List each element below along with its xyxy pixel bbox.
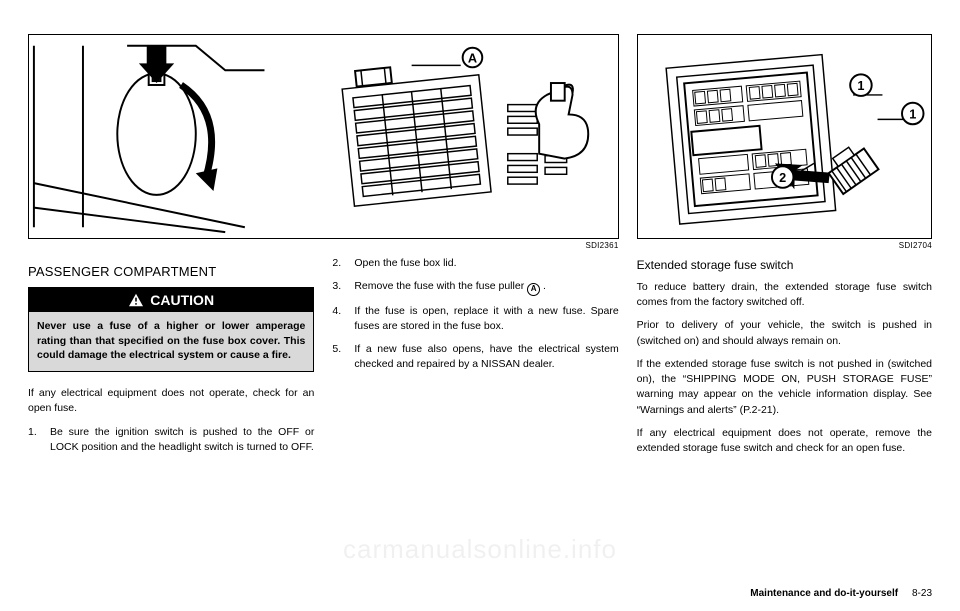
- diagram-storage-switch-icon: 1 1 2: [638, 35, 931, 238]
- step-3: Remove the fuse with the fuse puller A .: [332, 279, 618, 295]
- right-column: 1 1 2 SDI2704 Extended storage fuse swit…: [637, 34, 932, 601]
- footer-section: Maintenance and do-it-yourself: [750, 588, 898, 599]
- intro-paragraph: If any electrical equipment does not ope…: [28, 386, 314, 416]
- left-column: A SDI2361 PASSENGER COMPARTMENT CAUTION: [28, 34, 619, 601]
- warning-triangle-icon: [128, 293, 144, 307]
- step-3-post: .: [540, 280, 546, 292]
- figure-extended-storage: 1 1 2: [637, 34, 932, 239]
- svg-text:2: 2: [779, 170, 786, 185]
- manual-page: A SDI2361 PASSENGER COMPARTMENT CAUTION: [0, 0, 960, 611]
- right-p2: Prior to delivery of your vehicle, the s…: [637, 318, 932, 348]
- right-p4: If any electrical equipment does not ope…: [637, 426, 932, 456]
- figure-code-right: SDI2704: [637, 241, 932, 250]
- heading-passenger-compartment: PASSENGER COMPARTMENT: [28, 264, 314, 279]
- heading-extended-storage: Extended storage fuse switch: [637, 258, 932, 272]
- caution-label: CAUTION: [150, 292, 214, 308]
- caution-box: CAUTION Never use a fuse of a higher or …: [28, 287, 314, 372]
- right-p1: To reduce battery drain, the extended st…: [637, 280, 932, 310]
- svg-text:A: A: [468, 50, 477, 65]
- svg-text:1: 1: [909, 106, 916, 121]
- footer-page: 8-23: [912, 588, 932, 599]
- middle-text-block: Open the fuse box lid. Remove the fuse w…: [332, 256, 618, 463]
- step-1: Be sure the ignition switch is pushed to…: [28, 425, 314, 455]
- caution-body-text: Never use a fuse of a higher or lower am…: [28, 312, 314, 372]
- right-p3: If the extended storage fuse switch is n…: [637, 357, 932, 418]
- step-2: Open the fuse box lid.: [332, 256, 618, 271]
- steps-list-left: Be sure the ignition switch is pushed to…: [28, 425, 314, 455]
- svg-text:1: 1: [857, 78, 864, 93]
- left-text-block: PASSENGER COMPARTMENT CAUTION Never use …: [28, 256, 314, 463]
- figure-passenger-compartment: A: [28, 34, 619, 239]
- step-4: If the fuse is open, replace it with a n…: [332, 304, 618, 334]
- step-3-pre: Remove the fuse with the fuse puller: [354, 280, 527, 292]
- callout-a-inline: A: [527, 283, 540, 296]
- diagram-fuse-box-icon: A: [29, 35, 618, 238]
- caution-header: CAUTION: [28, 287, 314, 312]
- step-5: If a new fuse also opens, have the elect…: [332, 342, 618, 372]
- figure-code-left: SDI2361: [28, 241, 619, 250]
- page-footer: Maintenance and do-it-yourself 8-23: [750, 588, 932, 599]
- steps-list-mid: Open the fuse box lid. Remove the fuse w…: [332, 256, 618, 372]
